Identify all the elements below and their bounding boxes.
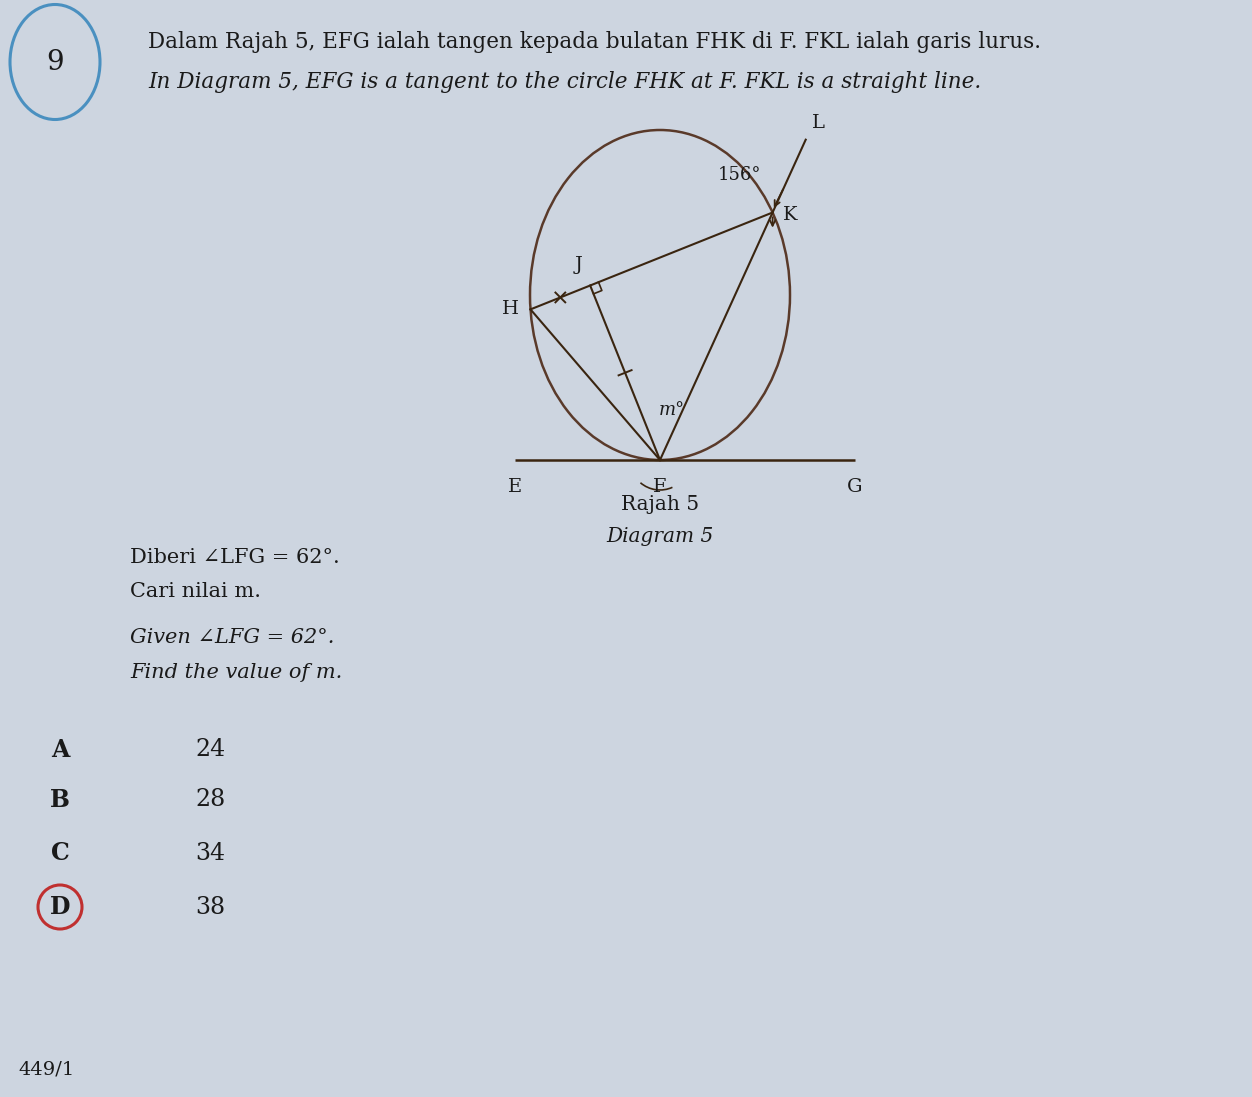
Text: H: H [502, 301, 518, 318]
Text: 38: 38 [195, 895, 225, 918]
Text: G: G [848, 478, 863, 496]
Text: B: B [50, 788, 70, 812]
Text: m°: m° [659, 402, 685, 419]
Text: Given ∠LFG = 62°.: Given ∠LFG = 62°. [130, 627, 334, 647]
Text: C: C [50, 841, 69, 866]
Text: 156°: 156° [717, 166, 761, 183]
Text: In Diagram 5, EFG is a tangent to the circle FHK at F. FKL is a straight line.: In Diagram 5, EFG is a tangent to the ci… [148, 71, 982, 93]
Text: Rajah 5: Rajah 5 [621, 495, 699, 514]
Text: L: L [811, 114, 825, 132]
Text: J: J [575, 256, 582, 273]
Text: 24: 24 [195, 738, 225, 761]
Text: A: A [51, 738, 69, 762]
Text: 9: 9 [46, 48, 64, 76]
Text: Dalam Rajah 5, EFG ialah tangen kepada bulatan FHK di F. FKL ialah garis lurus.: Dalam Rajah 5, EFG ialah tangen kepada b… [148, 31, 1040, 53]
Text: Diagram 5: Diagram 5 [606, 527, 714, 546]
Text: D: D [50, 895, 70, 919]
Text: F: F [654, 478, 667, 496]
Text: 449/1: 449/1 [18, 1061, 74, 1079]
Text: 34: 34 [195, 841, 225, 864]
Text: K: K [782, 205, 798, 224]
Text: Cari nilai m.: Cari nilai m. [130, 583, 260, 601]
Text: 28: 28 [195, 789, 225, 812]
Text: Find the value of m.: Find the value of m. [130, 663, 342, 682]
Text: Diberi ∠LFG = 62°.: Diberi ∠LFG = 62°. [130, 548, 339, 567]
Text: E: E [508, 478, 522, 496]
